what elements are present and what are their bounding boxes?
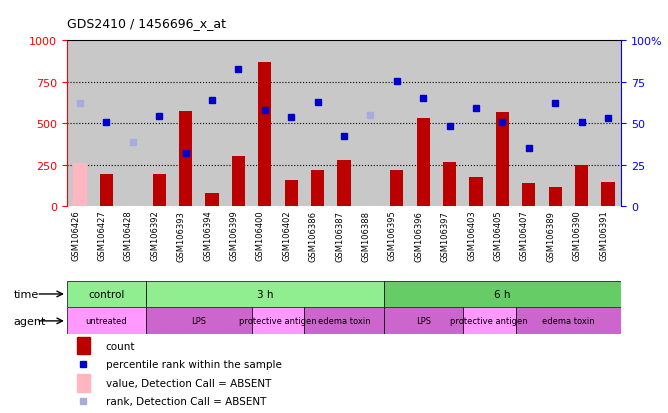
Bar bbox=[259, 63, 271, 206]
Bar bbox=[516, 308, 621, 335]
Text: GSM106396: GSM106396 bbox=[414, 210, 424, 261]
Text: percentile rank within the sample: percentile rank within the sample bbox=[106, 359, 281, 369]
Text: protective antigen: protective antigen bbox=[450, 317, 528, 325]
Bar bbox=[575, 165, 589, 206]
Text: GSM106399: GSM106399 bbox=[229, 210, 238, 261]
Text: GSM106397: GSM106397 bbox=[441, 210, 450, 261]
Text: agent: agent bbox=[13, 316, 45, 326]
Text: time: time bbox=[13, 289, 39, 299]
Bar bbox=[77, 337, 90, 355]
Text: GSM106392: GSM106392 bbox=[150, 210, 159, 261]
Bar bbox=[146, 281, 383, 308]
Text: GSM106407: GSM106407 bbox=[520, 210, 529, 261]
Text: GSM106393: GSM106393 bbox=[176, 210, 186, 261]
Bar bbox=[152, 174, 166, 206]
Bar bbox=[548, 188, 562, 206]
Text: control: control bbox=[88, 289, 125, 299]
Bar bbox=[383, 308, 463, 335]
Bar bbox=[146, 308, 252, 335]
Text: count: count bbox=[106, 341, 135, 351]
Text: GSM106426: GSM106426 bbox=[71, 210, 80, 261]
Bar bbox=[232, 157, 245, 206]
Text: GSM106386: GSM106386 bbox=[309, 210, 317, 261]
Text: GSM106428: GSM106428 bbox=[124, 210, 133, 261]
Bar bbox=[73, 164, 87, 206]
Text: 6 h: 6 h bbox=[494, 289, 510, 299]
Text: untreated: untreated bbox=[86, 317, 127, 325]
Bar bbox=[206, 193, 218, 206]
Text: GSM106427: GSM106427 bbox=[98, 210, 106, 261]
Text: GSM106395: GSM106395 bbox=[388, 210, 397, 261]
Text: protective antigen: protective antigen bbox=[239, 317, 317, 325]
Bar bbox=[252, 308, 305, 335]
Text: value, Detection Call = ABSENT: value, Detection Call = ABSENT bbox=[106, 378, 271, 388]
Text: edema toxin: edema toxin bbox=[318, 317, 370, 325]
Bar bbox=[67, 308, 146, 335]
Text: LPS: LPS bbox=[415, 317, 431, 325]
Text: rank, Detection Call = ABSENT: rank, Detection Call = ABSENT bbox=[106, 396, 266, 406]
Bar bbox=[390, 171, 403, 206]
Bar bbox=[522, 183, 536, 206]
Text: edema toxin: edema toxin bbox=[542, 317, 595, 325]
Text: GSM106394: GSM106394 bbox=[203, 210, 212, 261]
Bar bbox=[496, 112, 509, 206]
Text: GSM106387: GSM106387 bbox=[335, 210, 344, 261]
Text: GSM106390: GSM106390 bbox=[572, 210, 582, 261]
Text: 3 h: 3 h bbox=[257, 289, 273, 299]
Bar bbox=[285, 180, 298, 206]
Bar bbox=[305, 308, 383, 335]
Text: GSM106391: GSM106391 bbox=[599, 210, 608, 261]
Bar bbox=[77, 374, 90, 392]
Text: GSM106388: GSM106388 bbox=[361, 210, 371, 261]
Bar bbox=[601, 183, 615, 206]
Bar bbox=[337, 161, 351, 206]
Bar bbox=[311, 171, 324, 206]
Text: GSM106405: GSM106405 bbox=[494, 210, 502, 261]
Bar bbox=[470, 178, 483, 206]
Bar bbox=[100, 174, 113, 206]
Bar bbox=[179, 112, 192, 206]
Bar bbox=[67, 281, 146, 308]
Bar bbox=[417, 119, 430, 206]
Text: GSM106402: GSM106402 bbox=[282, 210, 291, 261]
Bar bbox=[383, 281, 621, 308]
Text: GSM106400: GSM106400 bbox=[256, 210, 265, 261]
Text: GSM106403: GSM106403 bbox=[467, 210, 476, 261]
Bar bbox=[443, 163, 456, 206]
Text: LPS: LPS bbox=[191, 317, 206, 325]
Text: GSM106389: GSM106389 bbox=[546, 210, 555, 261]
Bar bbox=[463, 308, 516, 335]
Text: GDS2410 / 1456696_x_at: GDS2410 / 1456696_x_at bbox=[67, 17, 226, 29]
